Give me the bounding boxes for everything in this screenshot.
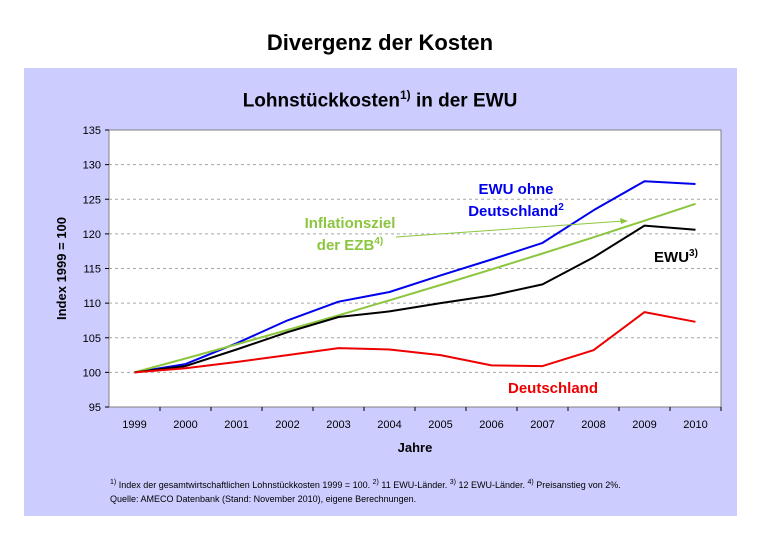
y-tick-label-135: 135 (83, 125, 101, 137)
series-label-inflationsziel: Inflationsziel (305, 215, 396, 232)
chart-title: Lohnstückkosten1) in der EWU (0, 88, 760, 112)
y-tick-label-100: 100 (83, 367, 101, 379)
x-tick-label-2005: 2005 (428, 419, 452, 431)
x-tick-label-2008: 2008 (581, 419, 605, 431)
x-tick-label-2006: 2006 (479, 419, 503, 431)
inflationsziel-leader-arrowhead (620, 218, 628, 224)
y-tick-label-120: 120 (83, 229, 101, 241)
inflationsziel-leader-line (395, 220, 625, 238)
series-label-ewu-ohne: EWU ohne (479, 181, 554, 198)
footnote-sup-4: 4) (527, 479, 534, 486)
footnote-text-1: Index der gesamtwirtschaftlichen Lohnstü… (116, 480, 373, 490)
series-label-ewu: EWU3) (654, 248, 698, 266)
footnote-sup-2: 2) (372, 479, 379, 486)
series-label-inflationsziel-line2: der EZB4) (317, 236, 383, 254)
x-tick-label-2007: 2007 (530, 419, 554, 431)
footnote-text-3: 12 EWU-Länder. (455, 480, 528, 490)
footnote-sup-3: 3) (449, 479, 456, 486)
chart-title-sup: 1) (400, 88, 411, 102)
y-tick-label-105: 105 (83, 333, 101, 345)
y-tick-label-115: 115 (83, 264, 101, 276)
series-line-ewu (134, 224, 696, 374)
footnote: 1) Index der gesamtwirtschaftlichen Lohn… (110, 476, 621, 506)
x-tick-label-2004: 2004 (377, 419, 401, 431)
y-tick-label-95: 95 (89, 402, 101, 414)
footnote-line-2: Quelle: AMECO Datenbank (Stand: November… (110, 494, 417, 504)
footnote-sup-1: 1) (110, 479, 117, 486)
x-tick-label-1999: 1999 (122, 419, 146, 431)
x-tick-label-2000: 2000 (173, 419, 197, 431)
slide-title: Divergenz der Kosten (266, 30, 494, 55)
series-line-inflationsziel (134, 202, 696, 374)
series-label-deutschland: Deutschland (508, 380, 598, 397)
x-tick-label-2002: 2002 (275, 419, 299, 431)
x-tick-label-2001: 2001 (224, 419, 248, 431)
x-tick-label-2009: 2009 (632, 419, 656, 431)
y-tick-label-125: 125 (83, 194, 101, 206)
chart-title-suffix: in der EWU (410, 90, 518, 112)
y-tick-label-130: 130 (83, 160, 101, 172)
x-tick-label-2010: 2010 (683, 419, 707, 431)
footnote-line-1: 1) Index der gesamtwirtschaftlichen Lohn… (110, 476, 621, 492)
y-tick-label-110: 110 (83, 298, 101, 310)
series-label-ewu-ohne-line2: Deutschland2 (468, 202, 564, 220)
series-line-deutschland (134, 311, 696, 374)
footnote-text-2: 11 EWU-Länder. (378, 480, 450, 490)
y-axis-label: Index 1999 = 100 (54, 217, 69, 320)
x-tick-label-2003: 2003 (326, 419, 350, 431)
footnote-text-4: Preisanstieg von 2%. (533, 480, 621, 490)
x-axis-label: Jahre (398, 440, 433, 455)
chart-title-text: Lohnstückkosten (242, 90, 400, 112)
